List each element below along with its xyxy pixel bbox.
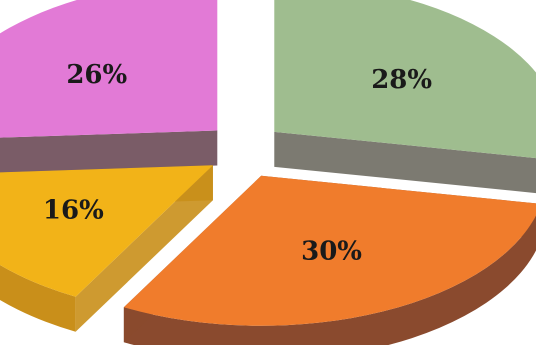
slice-labels: 28% 30% 16% 26%	[43, 60, 432, 266]
slice-top-0	[274, 0, 536, 159]
slice-label-0: 28%	[371, 65, 432, 95]
slice-side-2	[0, 264, 76, 332]
slice-side-1	[123, 215, 536, 345]
slice-top-3	[0, 0, 218, 138]
slice-top-1	[123, 175, 536, 326]
slice-wall-2-0	[75, 165, 213, 332]
slice-tops	[0, 0, 536, 326]
slice-label-2: 16%	[43, 195, 104, 225]
slice-top-2	[0, 165, 213, 297]
slice-label-3: 26%	[66, 60, 127, 90]
slice-label-1: 30%	[301, 236, 362, 266]
slice-wall-0-1	[274, 131, 536, 194]
slice-wall-3-0	[0, 130, 218, 173]
